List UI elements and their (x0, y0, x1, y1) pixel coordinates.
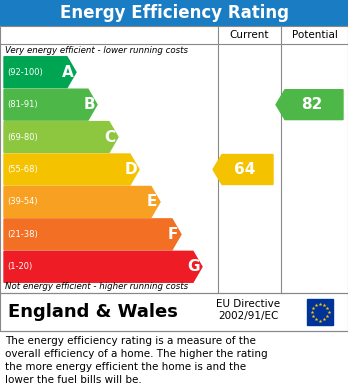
Text: Potential: Potential (292, 30, 338, 40)
Polygon shape (4, 154, 139, 185)
Text: The energy efficiency rating is a measure of the: The energy efficiency rating is a measur… (5, 336, 256, 346)
Text: lower the fuel bills will be.: lower the fuel bills will be. (5, 375, 142, 385)
Polygon shape (4, 89, 97, 120)
Text: Very energy efficient - lower running costs: Very energy efficient - lower running co… (5, 46, 188, 55)
Polygon shape (4, 219, 181, 250)
Polygon shape (4, 251, 202, 282)
Text: E: E (147, 194, 157, 210)
Polygon shape (4, 57, 76, 88)
Text: (55-68): (55-68) (7, 165, 38, 174)
Text: A: A (62, 65, 74, 80)
Text: EU Directive
2002/91/EC: EU Directive 2002/91/EC (216, 299, 280, 321)
Text: Current: Current (230, 30, 269, 40)
Text: Energy Efficiency Rating: Energy Efficiency Rating (60, 4, 288, 22)
Bar (0, 0, 348, 26)
Bar (307, 299, 333, 325)
Text: G: G (188, 259, 200, 274)
Polygon shape (276, 90, 343, 120)
Bar (0, 26, 348, 293)
Text: (92-100): (92-100) (7, 68, 43, 77)
Polygon shape (213, 154, 273, 185)
Text: B: B (83, 97, 95, 112)
Text: (21-38): (21-38) (7, 230, 38, 239)
Text: D: D (125, 162, 137, 177)
Text: 64: 64 (234, 162, 256, 177)
Text: Not energy efficient - higher running costs: Not energy efficient - higher running co… (5, 282, 188, 291)
Text: (1-20): (1-20) (7, 262, 32, 271)
Text: (39-54): (39-54) (7, 197, 38, 206)
Text: (81-91): (81-91) (7, 100, 38, 109)
Polygon shape (4, 187, 160, 217)
Text: F: F (168, 227, 178, 242)
Bar (0, 293, 348, 331)
Text: overall efficiency of a home. The higher the rating: overall efficiency of a home. The higher… (5, 349, 268, 359)
Text: C: C (104, 129, 116, 145)
Text: the more energy efficient the home is and the: the more energy efficient the home is an… (5, 362, 246, 372)
Text: England & Wales: England & Wales (8, 303, 178, 321)
Text: 82: 82 (301, 97, 322, 112)
Polygon shape (4, 122, 118, 152)
Text: (69-80): (69-80) (7, 133, 38, 142)
